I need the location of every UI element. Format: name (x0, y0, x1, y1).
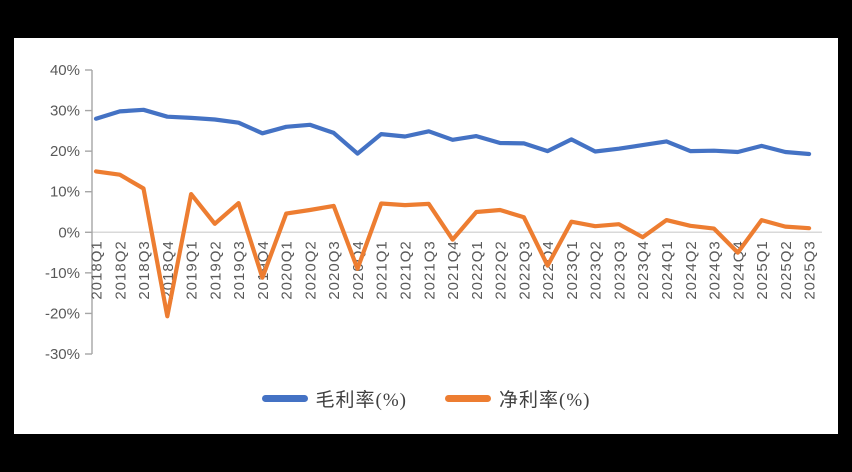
y-tick-label: 0% (58, 224, 80, 241)
net-margin-line-swatch (445, 394, 491, 402)
margin-line-chart: 40% 30% 20% 10% 0% -10% -20% -30% 2018Q1 2018Q2 20… (45, 62, 822, 363)
x-tick-label: 2021Q1 (374, 240, 391, 299)
net-margin-line (93, 169, 812, 319)
x-tick-label: 2019Q3 (231, 240, 248, 299)
x-tick-label: 2019Q1 (184, 240, 201, 299)
x-tick-label: 2022Q1 (469, 240, 486, 299)
x-tick-label: 2025Q2 (778, 240, 795, 299)
x-tick-label: 2025Q3 (802, 240, 819, 299)
x-tick-label: 2024Q4 (730, 240, 747, 299)
chart-legend: 毛利率(%) 净利率(%) (14, 384, 838, 412)
y-tick-label: -30% (45, 346, 80, 363)
x-tick-label: 2022Q2 (493, 240, 510, 299)
x-tick-label: 2023Q2 (588, 240, 605, 299)
gross-margin-line-swatch (261, 394, 308, 402)
legend-item-gross-margin: 毛利率(%) (261, 385, 407, 412)
y-tick-label: -20% (45, 305, 80, 322)
x-tick-label: 2020Q3 (326, 240, 343, 299)
x-tick-label: 2021Q4 (445, 240, 462, 299)
x-tick-label: 2018Q1 (89, 240, 106, 299)
x-tick-label: 2021Q2 (398, 240, 415, 299)
x-tick-label: 2024Q2 (683, 240, 700, 299)
x-tick-label: 2018Q2 (112, 240, 129, 299)
y-tick-label: 20% (50, 143, 80, 160)
x-tick-label: 2018Q3 (136, 240, 153, 299)
gross-margin-legend-label: 毛利率(%) (315, 389, 407, 411)
x-tick-label: 2023Q1 (564, 240, 581, 299)
x-tick-label: 2020Q1 (279, 240, 296, 299)
x-tick-label: 2023Q3 (611, 240, 628, 299)
x-tick-label: 2019Q2 (207, 240, 224, 299)
x-tick-label: 2025Q1 (754, 240, 771, 299)
legend-item-net-margin: 净利率(%) (445, 385, 590, 412)
x-tick-label: 2024Q1 (659, 240, 676, 299)
y-tick-label: 40% (50, 62, 80, 79)
gross-margin-line (93, 107, 812, 157)
x-tick-label: 2022Q3 (516, 240, 533, 299)
y-tick-label: -10% (45, 265, 80, 282)
x-tick-label: 2024Q3 (707, 240, 724, 299)
y-tick-label: 10% (50, 184, 80, 201)
y-tick-label: 30% (50, 103, 80, 120)
x-tick-label: 2021Q3 (421, 240, 438, 299)
x-tick-label: 2023Q4 (635, 240, 652, 299)
net-margin-legend-label: 净利率(%) (499, 389, 591, 411)
x-tick-label: 2020Q2 (302, 240, 319, 299)
chart-panel: 40% 30% 20% 10% 0% -10% -20% -30% 2018Q1 2018Q2 20… (14, 38, 838, 434)
